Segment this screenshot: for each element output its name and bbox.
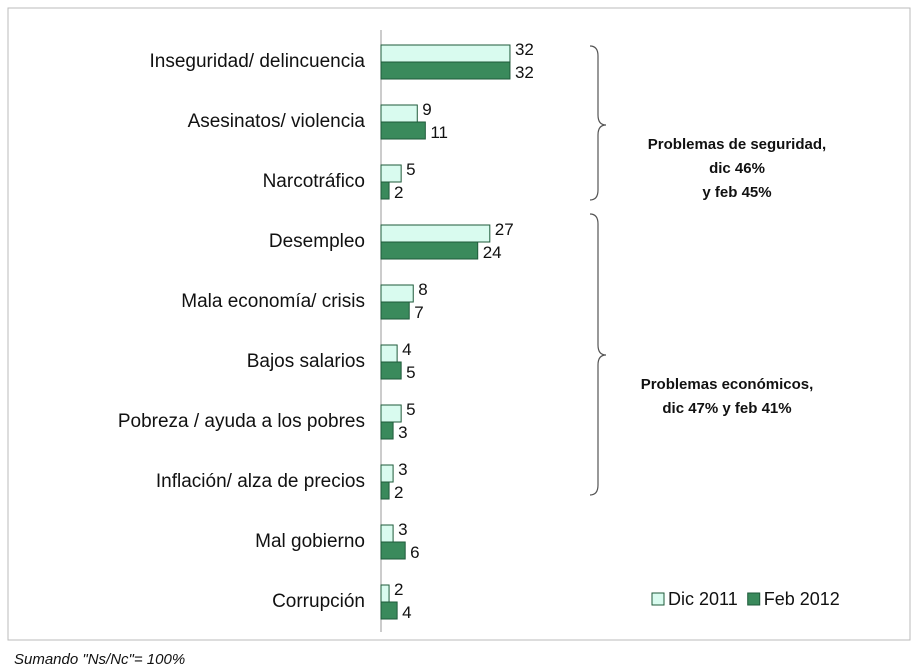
value-label: 3 — [398, 423, 407, 442]
legend-swatch — [651, 592, 665, 606]
bar — [380, 181, 390, 200]
bar — [380, 104, 418, 123]
annotation: Problemas de seguridad, — [648, 136, 826, 153]
bar — [380, 481, 390, 500]
bar — [380, 524, 394, 543]
bar — [380, 121, 426, 140]
value-label: 3 — [398, 520, 407, 539]
value-label: 6 — [410, 543, 419, 562]
value-label: 32 — [515, 40, 534, 59]
bar — [380, 404, 402, 423]
annotation: Problemas económicos, — [641, 376, 814, 393]
value-label: 2 — [394, 183, 403, 202]
frame — [7, 7, 911, 641]
legend-label: Dic 2011 — [668, 589, 738, 609]
value-label: 2 — [394, 483, 403, 502]
annotation: y feb 45% — [702, 184, 771, 201]
footnote: Sumando "Ns/Nc"= 100% — [14, 651, 185, 668]
bar — [380, 224, 491, 243]
value-label: 11 — [430, 123, 448, 142]
value-label: 3 — [398, 460, 407, 479]
bar — [380, 61, 511, 80]
value-label: 32 — [515, 63, 534, 82]
bracket — [589, 213, 607, 496]
category-label: Narcotráfico — [263, 171, 365, 192]
category-label: Mala economía/ crisis — [181, 291, 365, 312]
category-label: Inflación/ alza de precios — [156, 471, 365, 492]
bar — [380, 241, 479, 260]
value-label: 5 — [406, 160, 415, 179]
value-label: 27 — [495, 220, 514, 239]
bar — [380, 301, 410, 320]
legend-label: Feb 2012 — [764, 589, 840, 609]
bar — [380, 344, 398, 363]
bar — [380, 361, 402, 380]
bar — [380, 541, 406, 560]
category-label: Inseguridad/ delincuencia — [150, 51, 366, 72]
value-label: 5 — [406, 363, 415, 382]
value-label: 9 — [422, 100, 431, 119]
value-label: 4 — [402, 340, 411, 359]
annotation: dic 47% y feb 41% — [662, 400, 791, 417]
value-label: 4 — [402, 603, 411, 622]
legend-swatch — [747, 592, 761, 606]
value-label: 5 — [406, 400, 415, 419]
value-label: 8 — [418, 280, 427, 299]
bar — [380, 601, 398, 620]
category-label: Desempleo — [269, 231, 365, 252]
bar — [380, 464, 394, 483]
bar — [380, 284, 414, 303]
value-label: 24 — [483, 243, 502, 262]
category-label: Mal gobierno — [255, 531, 365, 552]
category-label: Asesinatos/ violencia — [188, 111, 366, 132]
category-label: Bajos salarios — [247, 351, 365, 372]
bar — [380, 421, 394, 440]
value-label: 2 — [394, 580, 403, 599]
bar — [380, 164, 402, 183]
value-label: 7 — [414, 303, 423, 322]
category-label: Corrupción — [272, 591, 365, 612]
category-label: Pobreza / ayuda a los pobres — [118, 411, 365, 432]
bar — [380, 584, 390, 603]
annotation: dic 46% — [709, 160, 765, 177]
bar — [380, 44, 511, 63]
bracket — [589, 45, 607, 201]
